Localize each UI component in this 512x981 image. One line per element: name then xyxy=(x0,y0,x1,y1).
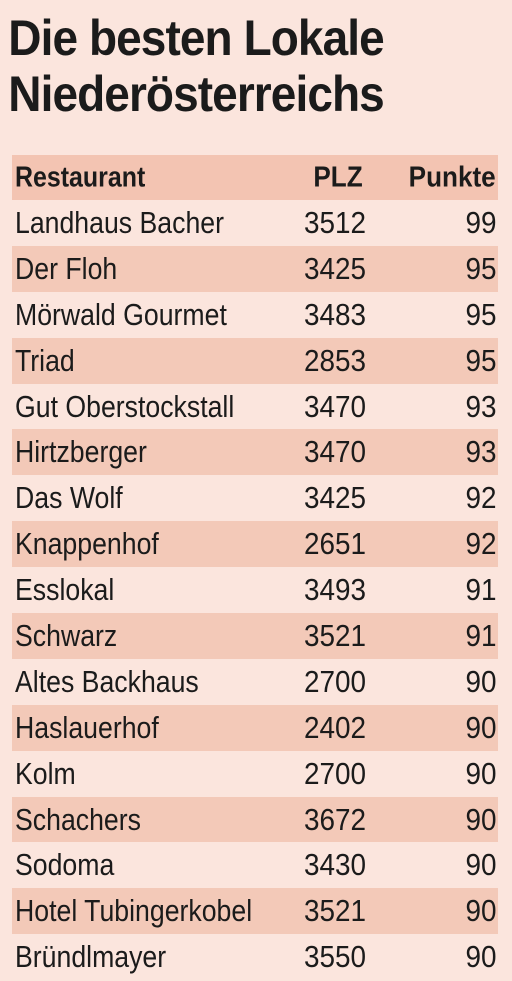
header-punkte: Punkte xyxy=(408,161,496,193)
restaurant-punkte: 95 xyxy=(464,296,496,332)
table-row: Mörwald Gourmet 3483 95 xyxy=(12,292,498,338)
restaurant-plz: 3483 xyxy=(303,296,367,332)
restaurant-name: Der Floh xyxy=(15,250,118,286)
table-row: Gut Oberstockstall 3470 93 xyxy=(12,384,498,430)
restaurant-punkte: 95 xyxy=(464,250,496,286)
table-row: Esslokal 3493 91 xyxy=(12,567,498,613)
restaurant-punkte: 93 xyxy=(464,388,496,424)
restaurant-name: Das Wolf xyxy=(15,480,123,516)
table-row: Knappenhof 2651 92 xyxy=(12,521,498,568)
header-restaurant: Restaurant xyxy=(15,161,146,193)
restaurant-name: Hotel Tubingerkobel xyxy=(15,893,253,929)
restaurant-name: Hirtzberger xyxy=(15,434,147,470)
restaurant-punkte: 90 xyxy=(464,663,496,699)
restaurant-plz: 2402 xyxy=(303,709,367,745)
restaurant-punkte: 99 xyxy=(464,204,496,240)
restaurant-name: Schwarz xyxy=(15,617,118,653)
ranking-table: Restaurant PLZ Punkte Landhaus Bacher 35… xyxy=(12,155,498,980)
table-row: Kolm 2700 90 xyxy=(12,751,498,797)
restaurant-punkte: 91 xyxy=(464,617,496,653)
restaurant-plz: 3470 xyxy=(303,434,367,470)
table-row: Sodoma 3430 90 xyxy=(12,842,498,888)
restaurant-punkte: 93 xyxy=(464,434,496,470)
header-plz: PLZ xyxy=(313,161,363,193)
table-row: Haslauerhof 2402 90 xyxy=(12,704,498,751)
restaurant-name: Landhaus Bacher xyxy=(15,204,225,240)
restaurant-punkte: 92 xyxy=(464,480,496,516)
restaurant-plz: 3521 xyxy=(303,617,367,653)
restaurant-plz: 2700 xyxy=(303,755,367,791)
restaurant-plz: 3512 xyxy=(303,204,367,240)
restaurant-plz: 3550 xyxy=(303,939,367,975)
restaurant-punkte: 91 xyxy=(464,572,496,608)
restaurant-plz: 3521 xyxy=(303,893,367,929)
table-row: Altes Backhaus 2700 90 xyxy=(12,659,498,705)
restaurant-plz: 3430 xyxy=(303,847,367,883)
restaurant-name: Mörwald Gourmet xyxy=(15,296,227,332)
restaurant-punkte: 90 xyxy=(464,755,496,791)
table-row: Hotel Tubingerkobel 3521 90 xyxy=(12,888,498,935)
restaurant-name: Haslauerhof xyxy=(15,709,159,745)
restaurant-punkte: 92 xyxy=(464,526,496,562)
restaurant-name: Bründlmayer xyxy=(15,939,167,975)
restaurant-punkte: 95 xyxy=(464,342,496,378)
restaurant-name: Knappenhof xyxy=(15,526,159,562)
title-line-2: Niederösterreichs xyxy=(8,66,384,122)
restaurant-punkte: 90 xyxy=(464,801,496,837)
restaurant-punkte: 90 xyxy=(464,709,496,745)
title-line-1: Die besten Lokale xyxy=(8,10,384,66)
restaurant-name: Triad xyxy=(15,342,75,378)
restaurant-plz: 3493 xyxy=(303,572,367,608)
restaurant-punkte: 90 xyxy=(464,893,496,929)
restaurant-punkte: 90 xyxy=(464,847,496,883)
restaurant-name: Sodoma xyxy=(15,847,115,883)
table-row: Der Floh 3425 95 xyxy=(12,245,498,292)
table-row: Triad 2853 95 xyxy=(12,337,498,384)
table-row: Das Wolf 3425 92 xyxy=(12,475,498,521)
restaurant-plz: 2700 xyxy=(303,663,367,699)
restaurant-plz: 3425 xyxy=(303,480,367,516)
restaurant-plz: 2853 xyxy=(303,342,367,378)
table-row: Schwarz 3521 91 xyxy=(12,613,498,659)
restaurant-name: Kolm xyxy=(15,755,76,791)
restaurant-punkte: 90 xyxy=(464,939,496,975)
restaurant-plz: 3672 xyxy=(303,801,367,837)
restaurant-plz: 3425 xyxy=(303,250,367,286)
table-header: Restaurant PLZ Punkte xyxy=(12,155,498,200)
restaurant-name: Esslokal xyxy=(15,572,115,608)
table-row: Bründlmayer 3550 90 xyxy=(12,934,498,980)
restaurant-name: Schachers xyxy=(15,801,141,837)
table-row: Hirtzberger 3470 93 xyxy=(12,429,498,476)
table-row: Schachers 3672 90 xyxy=(12,796,498,843)
table-row: Landhaus Bacher 3512 99 xyxy=(12,200,498,246)
page-title: Die besten Lokale Niederösterreichs xyxy=(0,0,471,122)
restaurant-name: Altes Backhaus xyxy=(15,663,199,699)
restaurant-plz: 2651 xyxy=(303,526,367,562)
restaurant-name: Gut Oberstockstall xyxy=(15,388,235,424)
restaurant-plz: 3470 xyxy=(303,388,367,424)
